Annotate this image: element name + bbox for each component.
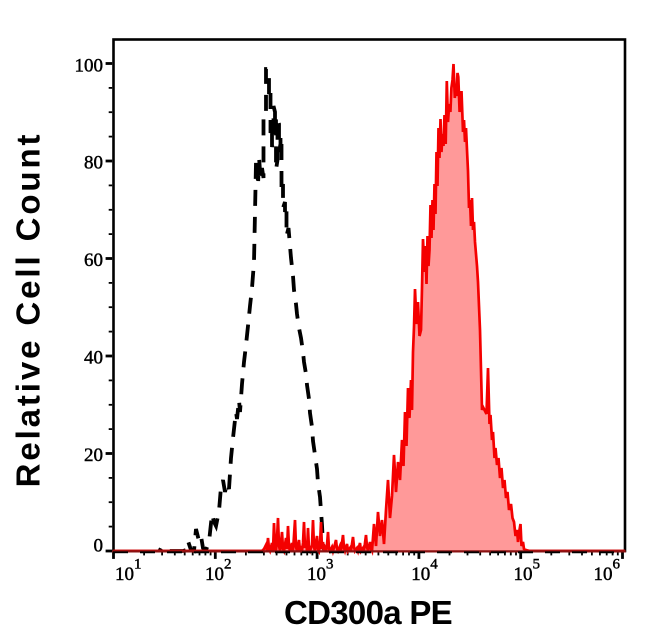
svg-text:100: 100 [75, 55, 104, 76]
svg-text:Relative Cell Count: Relative Cell Count [9, 132, 46, 488]
svg-text:20: 20 [84, 445, 103, 466]
svg-text:105: 105 [514, 557, 541, 586]
svg-text:106: 106 [594, 557, 621, 586]
svg-text:0: 0 [94, 536, 104, 557]
svg-text:80: 80 [84, 152, 103, 173]
svg-text:CD300a PE: CD300a PE [284, 594, 452, 631]
svg-text:40: 40 [84, 347, 103, 368]
svg-text:102: 102 [205, 557, 232, 586]
svg-text:103: 103 [307, 557, 334, 586]
svg-text:104: 104 [411, 557, 438, 586]
svg-text:60: 60 [84, 250, 103, 271]
svg-text:101: 101 [115, 557, 142, 586]
